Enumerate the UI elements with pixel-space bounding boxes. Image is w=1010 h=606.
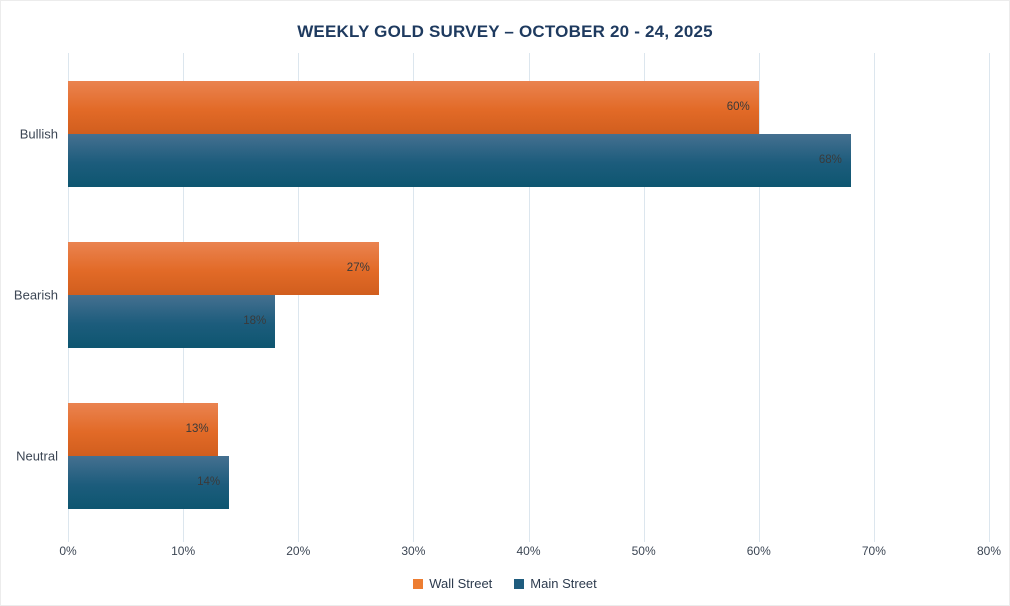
gridline	[643, 53, 645, 542]
bar-main-street: 14%	[68, 455, 230, 509]
x-tick-label: 0%	[59, 544, 77, 558]
category-label: Bearish	[13, 287, 58, 302]
bar-value-label: 18%	[243, 315, 267, 327]
bar-value-label: 68%	[818, 154, 842, 166]
category-label: Bullish	[19, 126, 58, 141]
x-tick-label: 60%	[746, 544, 771, 558]
bar-value-label: 13%	[185, 423, 209, 435]
gridline	[528, 53, 530, 542]
legend-swatch	[514, 578, 525, 589]
bar-main-street: 68%	[68, 133, 851, 187]
gridline	[873, 53, 875, 542]
legend: Wall Street Main Street	[1, 576, 1009, 591]
bar-value-label: 60%	[726, 101, 750, 113]
gridline	[298, 53, 300, 542]
chart-title: WEEKLY GOLD SURVEY – OCTOBER 20 - 24, 20…	[297, 22, 713, 41]
gridline	[758, 53, 760, 542]
bar-wall-street: 60%	[68, 80, 759, 134]
x-tick-label: 10%	[171, 544, 196, 558]
bar-value-label: 27%	[346, 262, 370, 274]
legend-label: Wall Street	[429, 576, 493, 591]
legend-label: Main Street	[530, 576, 597, 591]
bar-value-label: 14%	[197, 476, 221, 488]
x-tick-label: 30%	[401, 544, 426, 558]
x-tick-label: 50%	[631, 544, 656, 558]
legend-item: Wall Street	[413, 576, 492, 591]
x-tick-label: 40%	[516, 544, 541, 558]
x-axis-tick-labels: 0% 10% 20% 30% 40% 50% 60% 70% 80%	[59, 544, 1001, 560]
gridline	[413, 53, 415, 542]
bar-main-street: 18%	[68, 294, 276, 348]
x-tick-label: 80%	[976, 544, 1002, 558]
y-axis-category-labels: Bullish Bearish Neutral	[1, 53, 58, 536]
plot-area: 60% 68% 27% 18% 13% 14%	[68, 53, 990, 542]
bar-wall-street: 13%	[68, 402, 218, 456]
x-tick-label: 20%	[286, 544, 311, 558]
gridline	[989, 53, 990, 542]
legend-item: Main Street	[514, 576, 597, 591]
category-label: Neutral	[16, 448, 58, 463]
legend-swatch	[413, 578, 424, 589]
bar-wall-street: 27%	[68, 241, 379, 295]
x-tick-label: 70%	[861, 544, 886, 558]
